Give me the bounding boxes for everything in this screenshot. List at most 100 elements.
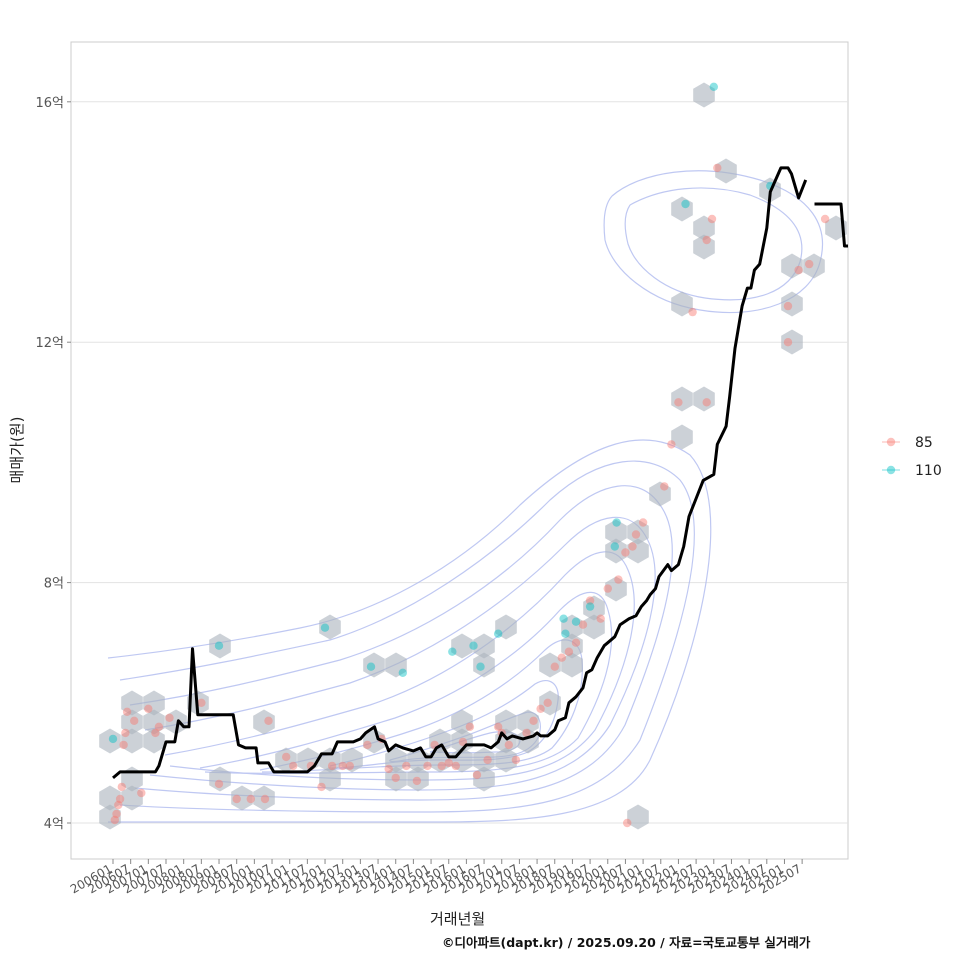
point-85 <box>713 163 722 173</box>
point-85 <box>465 722 475 731</box>
density-contour <box>107 439 712 823</box>
point-85 <box>504 740 513 750</box>
point-85 <box>458 737 468 747</box>
point-85 <box>151 728 160 738</box>
hex-bin <box>121 690 143 716</box>
point-85 <box>110 815 120 825</box>
point-85 <box>444 758 453 768</box>
point-85 <box>494 722 503 731</box>
x-axis: 2006012006072007012007072008012008072009… <box>68 859 804 897</box>
point-85 <box>578 620 588 629</box>
point-85 <box>536 704 545 713</box>
point-85 <box>402 761 411 771</box>
hex-bin <box>781 291 803 317</box>
point-85 <box>423 761 432 771</box>
point-110 <box>398 668 407 677</box>
hex-bin <box>495 747 517 773</box>
point-85 <box>112 809 121 819</box>
density-contour <box>144 516 656 791</box>
point-85 <box>628 542 637 551</box>
hex-bin <box>407 766 429 792</box>
hex-bin <box>143 728 165 754</box>
hex-bin <box>649 481 671 507</box>
point-85 <box>137 788 146 798</box>
point-85 <box>660 482 669 491</box>
point-110 <box>612 518 621 527</box>
point-85 <box>327 761 337 771</box>
point-85 <box>197 698 206 707</box>
point-85 <box>674 398 683 407</box>
hex-bin <box>385 766 407 792</box>
hex-bin <box>451 633 473 659</box>
point-85 <box>282 752 291 762</box>
hex-bin <box>627 538 649 564</box>
hex-bin <box>693 82 715 108</box>
hex-bin <box>275 747 297 773</box>
point-85 <box>165 713 174 722</box>
point-85 <box>550 662 559 671</box>
hex-bin <box>451 728 473 754</box>
hex-bin <box>451 709 473 735</box>
hex-bin <box>231 785 253 811</box>
hex-bin <box>209 633 231 659</box>
hex-bin <box>121 709 143 735</box>
legend: 85 110 <box>882 435 942 479</box>
hex-bin <box>561 633 583 659</box>
point-85 <box>384 764 393 774</box>
hex-bin <box>671 424 693 450</box>
point-85 <box>702 235 711 245</box>
point-110 <box>561 629 570 638</box>
hex-bin <box>627 804 649 830</box>
hex-bin <box>693 234 715 260</box>
hex-bin <box>165 709 187 735</box>
hex-bin <box>495 709 517 735</box>
hex-bin <box>583 614 605 640</box>
hex-bin <box>253 709 275 735</box>
point-85 <box>596 614 605 623</box>
hex-bin <box>121 785 143 811</box>
point-85 <box>483 755 492 765</box>
hex-bin <box>495 614 517 640</box>
point-85 <box>260 794 270 804</box>
hex-bin <box>473 652 495 678</box>
point-85 <box>688 307 697 317</box>
point-85 <box>345 761 354 771</box>
point-110 <box>320 623 330 632</box>
point-110 <box>571 617 581 626</box>
legend-label: 85 <box>915 435 933 451</box>
point-85 <box>511 755 521 765</box>
density-contour <box>199 591 613 774</box>
y-tick-label: 4억 <box>44 817 64 832</box>
point-85 <box>564 647 574 656</box>
point-85 <box>543 698 552 707</box>
point-85 <box>783 301 793 311</box>
median-price-line-recent <box>814 202 848 248</box>
point-85 <box>707 214 717 224</box>
point-110 <box>681 199 690 209</box>
point-85 <box>391 773 400 783</box>
point-85 <box>805 259 814 269</box>
point-85 <box>472 770 482 780</box>
point-110 <box>559 614 568 623</box>
point-85 <box>363 740 372 750</box>
point-110 <box>476 662 485 671</box>
point-85 <box>246 794 255 804</box>
point-85 <box>603 584 612 593</box>
point-110 <box>469 641 478 650</box>
point-85 <box>585 596 595 605</box>
point-85 <box>130 716 139 725</box>
hex-bin <box>605 519 627 545</box>
hex-bin <box>561 652 583 678</box>
hex-bin <box>781 329 803 355</box>
hex-bin <box>363 652 385 678</box>
point-85 <box>529 716 538 725</box>
hex-bin <box>363 728 385 754</box>
point-85 <box>144 704 153 713</box>
hex-bin <box>121 728 143 754</box>
hex-bin <box>99 804 121 830</box>
point-110 <box>366 662 376 671</box>
y-tick-label: 8억 <box>44 577 64 592</box>
y-tick-label: 16억 <box>35 96 64 111</box>
point-85 <box>154 722 164 731</box>
